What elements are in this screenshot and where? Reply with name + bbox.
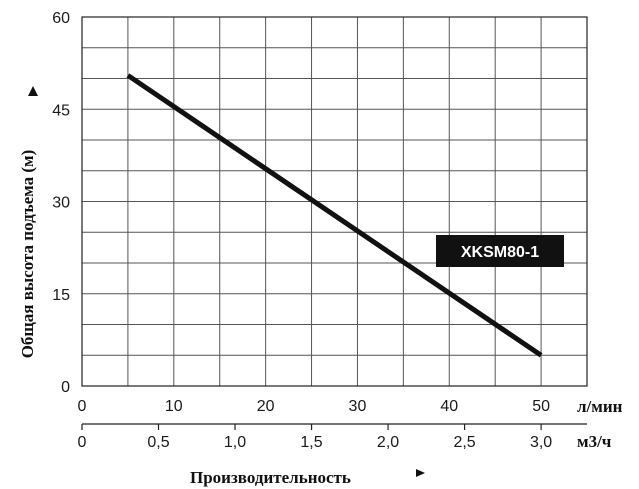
legend-box [436,235,564,267]
x-tick-label-lpm: 40 [440,398,458,415]
legend-label-xksm80-1: XKSM80-1 [461,244,539,261]
x-tick-label-lpm: 0 [78,398,87,415]
x-axis-title: Производительность [190,468,351,487]
y-axis-title: Общая высота подъема (м) [18,150,37,359]
legend: XKSM80-1 [436,235,564,267]
grid [81,16,588,387]
y-tick-label: 60 [52,10,70,27]
x-tick-label-m3h: 0,5 [147,434,169,451]
y-axis-arrow-icon [28,86,38,96]
y-tick-labels: 0 15 30 45 60 [52,10,70,396]
x-tick-label-m3h: 2,0 [377,434,399,451]
x-tick-label-lpm: 50 [532,398,550,415]
x-unit-m3h: м3/ч [577,432,612,451]
x-tick-label-m3h: 2,5 [453,434,475,451]
series-layer [126,73,543,358]
x-unit-lpm: л/мин [577,397,623,416]
x-axis-arrow-icon [416,469,425,477]
y-axis-title-group: Общая высота подъема (м) [18,86,38,358]
series-line-0 [126,73,543,358]
x-tick-label-m3h: 1,0 [224,434,246,451]
y-tick-label: 0 [61,379,70,396]
plot-border [81,16,588,387]
y-tick-label: 15 [52,287,70,304]
x-tick-label-m3h: 3,0 [530,434,552,451]
x-axis-title-group: Производительность [190,468,425,487]
x-tick-label-m3h: 1,5 [300,434,322,451]
x-tick-label-m3h: 0 [78,434,87,451]
x-axis-flow-m3h: 0 0,5 1,0 1,5 2,0 2,5 3,0 [78,423,587,451]
y-tick-label: 45 [52,102,70,119]
x-tick-label-lpm: 10 [165,398,183,415]
x-tick-label-lpm: 30 [349,398,367,415]
x-tick-label-lpm: 20 [257,398,275,415]
y-tick-label: 30 [52,195,70,212]
x-tick-labels-flow-lpm: 0 10 20 30 40 50 [78,398,551,415]
